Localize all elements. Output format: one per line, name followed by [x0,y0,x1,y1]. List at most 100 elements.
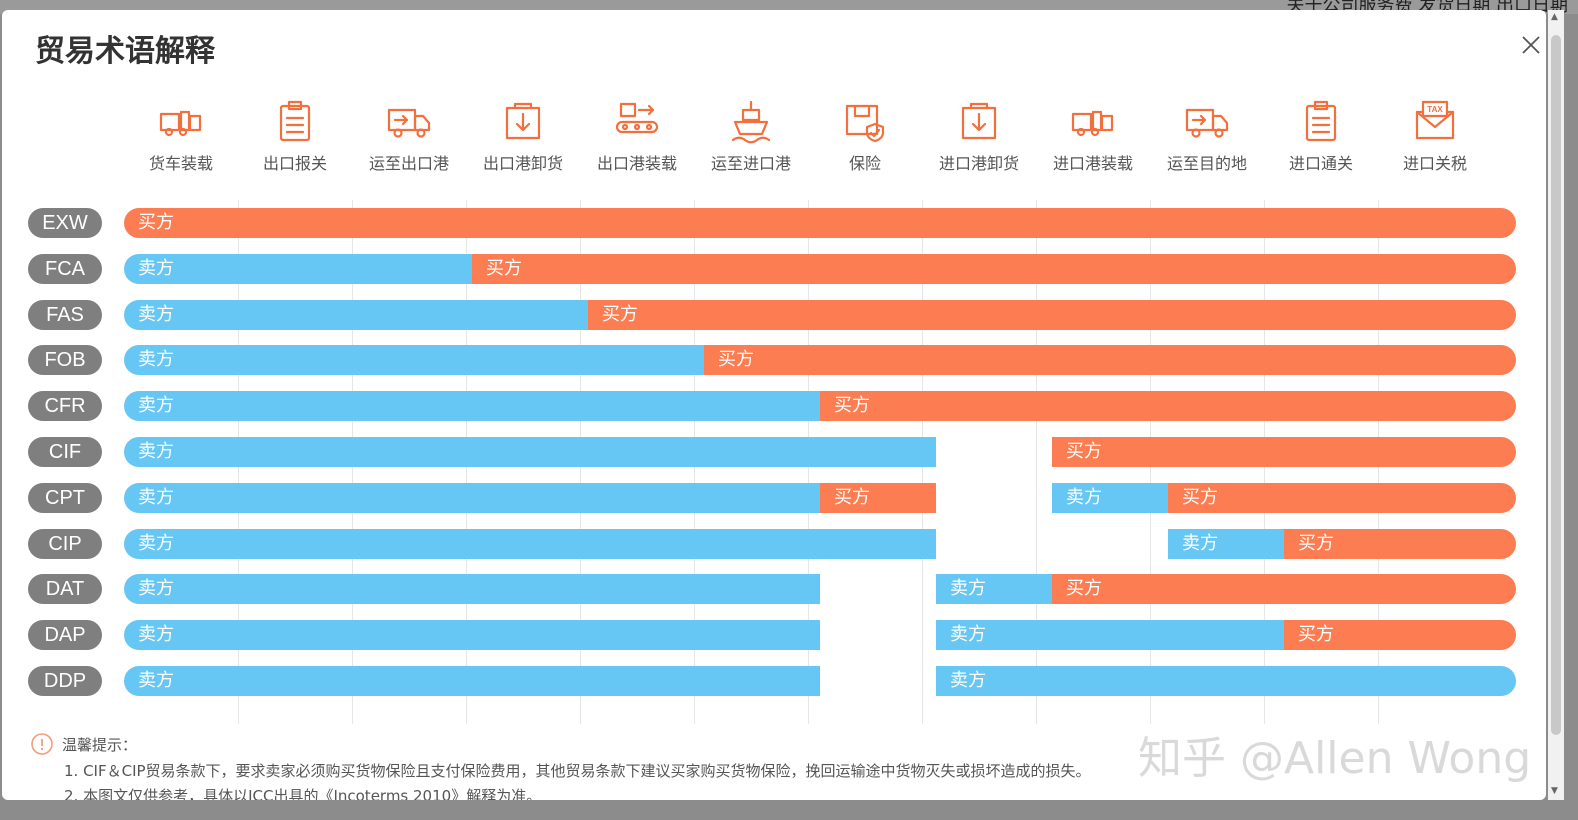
term-badge-cif: CIF [28,437,102,467]
stage-label: 货车装载 [148,154,213,173]
stage-divider [1036,200,1037,724]
term-badge-dap: DAP [28,620,102,650]
stage-label: 进口港卸货 [938,154,1019,173]
info-icon [31,733,53,755]
responsibility-bar-dat: 卖方 双方协商 卖方 买方 [124,574,1516,604]
scroll-down-arrow-icon[interactable]: ▼ [1551,786,1558,796]
responsibility-bar-fas: 卖方 买方 [124,300,1516,330]
stage-label: 运至目的地 [1166,154,1247,173]
term-badge-fob: FOB [28,345,102,375]
close-icon[interactable] [1516,30,1546,60]
stage-7: 保险 [810,98,920,174]
trade-terms-dialog: 贸易术语解释 货车装载 出口报关 运至出口港 出口港卸货 出口港装载 运至进口港 保险 进口港… [2,10,1546,800]
buyer-segment: 买方 [1284,620,1516,650]
buyer-segment: 买方 [820,483,936,513]
box-unload-icon [961,102,997,140]
stage-label: 出口报关 [262,154,327,173]
clipboard-icon [279,100,311,142]
negotiate-segment: 双方协商 [834,624,906,645]
insurance-box-icon [845,104,885,143]
term-badge-fas: FAS [28,300,102,330]
responsibility-bar-fca: 卖方 买方 [124,254,1516,284]
responsibility-bar-cip: 卖方 双方协商 卖方 买方 [124,529,1516,559]
delivery-truck-icon [1185,108,1229,138]
seller-segment: 卖方 [1168,529,1284,559]
tips-heading: 温馨提示： [62,735,138,754]
vertical-scrollbar[interactable]: ▲ ▼ [1548,10,1564,800]
stage-2: 出口报关 [240,98,350,174]
responsibility-bar-fob: 卖方 买方 [124,345,1516,375]
delivery-truck-icon [387,108,431,138]
seller-segment: 卖方 [936,666,1516,696]
stage-11: 进口通关 [1266,98,1376,174]
stage-6: 运至进口港 [696,98,806,174]
stage-label: 运至进口港 [710,154,791,173]
buyer-segment: 买方 [704,345,1516,375]
stage-9: 进口港装载 [1038,98,1148,174]
stage-label: 出口港卸货 [482,154,563,173]
ship-icon [731,100,771,144]
scroll-up-arrow-icon[interactable]: ▲ [1551,12,1558,22]
stage-1: 货车装载 [126,98,236,174]
term-badge-fca: FCA [28,254,102,284]
dialog-title: 贸易术语解释 [35,34,215,69]
negotiate-segment: 双方协商 [834,578,906,599]
seller-segment: 卖方 [124,300,588,330]
tips-section: 温馨提示： 1. CIF＆CIP贸易条款下，要求卖家必须购买货物保险且支付保险费… [30,732,1091,800]
responsibility-bar-cif: 卖方 双方协商 买方 [124,437,1516,467]
responsibility-bar-cfr: 卖方 买方 [124,391,1516,421]
negotiate-segment: 双方协商 [834,670,906,691]
seller-segment: 卖方 [124,437,936,467]
responsibility-bar-exw: 买方 [124,208,1516,238]
stage-label: 进口通关 [1288,154,1353,173]
tax-envelope-icon: TAX [1415,100,1455,140]
seller-segment: 卖方 [124,529,936,559]
term-badge-ddp: DDP [28,666,102,696]
seller-segment: 卖方 [1052,483,1168,513]
negotiate-segment: 双方协商 [950,533,1022,554]
responsibility-bar-ddp: 卖方 双方协商 卖方 [124,666,1516,696]
tip-line-2: 2. 本图文仅供参考，具体以ICC出具的《Incoterms 2010》解释为准… [64,787,542,800]
seller-segment: 卖方 [124,666,820,696]
conveyor-loading-icon [615,102,659,134]
buyer-segment: 买方 [124,208,1516,238]
buyer-segment: 买方 [1052,574,1516,604]
buyer-segment: 买方 [588,300,1516,330]
svg-text:TAX: TAX [1427,105,1443,114]
stage-3: 运至出口港 [354,98,464,174]
responsibility-bar-cpt: 卖方 买方 双方协商 卖方 买方 [124,483,1516,513]
tip-line-1: 1. CIF＆CIP贸易条款下，要求卖家必须购买货物保险且支付保险费用，其他贸易… [64,762,1091,780]
stage-5: 出口港装载 [582,98,692,174]
stage-8: 进口港卸货 [924,98,1034,174]
term-badge-dat: DAT [28,574,102,604]
responsibility-bar-dap: 卖方 双方协商 卖方 买方 [124,620,1516,650]
seller-segment: 卖方 [124,483,820,513]
stage-label: 保险 [848,154,881,173]
stage-10: 运至目的地 [1152,98,1262,174]
seller-segment: 卖方 [936,620,1284,650]
buyer-segment: 买方 [820,391,1516,421]
term-badge-exw: EXW [28,208,102,238]
seller-segment: 卖方 [124,345,704,375]
stage-12: TAX 进口关税 [1380,98,1490,174]
buyer-segment: 买方 [1052,437,1516,467]
clipboard-icon [1305,100,1337,142]
seller-segment: 卖方 [124,620,820,650]
stage-label: 出口港装载 [596,154,677,173]
buyer-segment: 买方 [472,254,1516,284]
seller-segment: 卖方 [124,254,472,284]
seller-segment: 卖方 [124,391,820,421]
scrollbar-thumb[interactable] [1551,35,1561,735]
negotiate-segment: 双方协商 [950,487,1022,508]
stage-label: 运至出口港 [368,154,449,173]
term-badge-cip: CIP [28,529,102,559]
box-unload-icon [505,102,541,140]
stage-label: 进口关税 [1402,154,1467,173]
negotiate-segment: 双方协商 [950,441,1022,462]
stage-label: 进口港装载 [1052,154,1133,173]
seller-segment: 卖方 [936,574,1052,604]
truck-loading-icon [159,110,202,137]
stage-4: 出口港卸货 [468,98,578,174]
term-badge-cfr: CFR [28,391,102,421]
term-badge-cpt: CPT [28,483,102,513]
